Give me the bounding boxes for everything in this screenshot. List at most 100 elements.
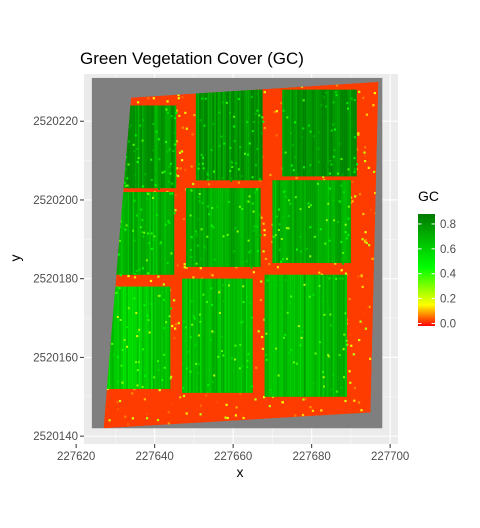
plot-speckle: [119, 319, 122, 321]
field-speckle: [281, 401, 284, 404]
plot-speckle: [210, 287, 213, 290]
plot-speckle: [206, 173, 209, 176]
field-speckle: [133, 276, 137, 279]
field-speckle: [199, 413, 202, 416]
field-speckle: [171, 324, 174, 328]
plot-speckle: [126, 184, 129, 187]
field-speckle: [261, 335, 264, 339]
plot-speckle: [312, 382, 315, 385]
plot-speckle: [340, 201, 343, 204]
plot-speckle: [252, 229, 255, 232]
field-speckle: [361, 285, 364, 288]
field-speckle: [178, 151, 182, 154]
field-speckle: [215, 401, 219, 404]
plot-speckle: [308, 205, 311, 208]
plot-speckle: [142, 348, 144, 351]
field-speckle: [174, 323, 178, 326]
plot-speckle: [252, 210, 255, 213]
plot-2: [195, 89, 263, 181]
field-speckle: [269, 173, 272, 177]
plot-speckle: [292, 355, 295, 358]
field-speckle: [180, 150, 184, 153]
plot-speckle: [157, 360, 159, 363]
field-speckle: [350, 196, 353, 199]
field-speckle: [174, 194, 177, 197]
plot-speckle: [229, 146, 232, 149]
plot-speckle: [238, 367, 241, 370]
plot-speckle: [210, 148, 213, 151]
plot-speckle: [189, 370, 192, 373]
plot-speckle: [167, 180, 170, 183]
plot-speckle: [170, 118, 173, 120]
field-speckle: [372, 104, 375, 107]
field-speckle: [263, 318, 266, 321]
plot-speckle: [159, 242, 162, 245]
plot-speckle: [107, 371, 110, 374]
plot-speckle: [327, 353, 330, 356]
plot-speckle: [153, 376, 156, 379]
plot-speckle: [300, 336, 303, 339]
plot-9: [264, 274, 347, 397]
plot-speckle: [303, 283, 306, 286]
plot-speckle: [221, 177, 224, 179]
plot-speckle: [330, 129, 333, 132]
field-speckle: [157, 275, 160, 278]
plot-speckle: [337, 172, 339, 175]
plot-speckle: [329, 160, 332, 162]
plot-speckle: [278, 208, 280, 211]
field-speckle: [369, 208, 372, 211]
plot-speckle: [335, 277, 338, 280]
plot-speckle: [233, 250, 236, 253]
field-speckle: [146, 417, 149, 420]
plot-speckle: [349, 112, 352, 115]
plot-speckle: [201, 162, 204, 165]
plot-speckle: [289, 132, 292, 135]
plot-speckle: [211, 303, 214, 306]
plot-speckle: [341, 277, 344, 280]
plot-speckle: [116, 316, 119, 318]
plot-speckle: [126, 345, 128, 348]
plot-speckle: [195, 234, 198, 237]
plot-speckle: [345, 339, 348, 342]
plot-speckle: [135, 214, 138, 217]
plot-speckle: [248, 142, 251, 145]
plot-speckle: [288, 351, 291, 354]
field-speckle: [262, 250, 265, 253]
field-speckle: [365, 241, 368, 245]
field-speckle: [355, 148, 358, 151]
field-speckle: [357, 275, 360, 278]
plot-speckle: [137, 340, 140, 342]
plot-speckle: [258, 114, 261, 117]
plot-speckle: [241, 365, 244, 368]
plot-speckle: [197, 167, 200, 170]
field-speckle: [131, 392, 134, 395]
plot-speckle: [241, 320, 244, 323]
plot-speckle: [199, 320, 202, 323]
plot-speckle: [161, 379, 164, 382]
field-speckle: [255, 366, 258, 369]
plot-speckle: [254, 164, 257, 167]
plot-speckle: [182, 387, 185, 390]
plot-speckle: [227, 201, 230, 204]
plot-speckle: [320, 104, 323, 107]
field-speckle: [348, 298, 351, 301]
plot-speckle: [242, 301, 245, 303]
plot-speckle: [117, 380, 119, 383]
field-speckle: [360, 409, 363, 412]
plot-speckle: [329, 187, 332, 190]
field-speckle: [257, 330, 260, 333]
plot-speckle: [204, 247, 207, 250]
legend-colorbar: [418, 214, 435, 326]
plot-speckle: [206, 235, 209, 238]
plot-speckle: [124, 228, 127, 231]
plot-speckle: [170, 115, 173, 118]
plot-speckle: [288, 199, 290, 202]
field-speckle: [302, 398, 305, 401]
field-speckle: [363, 151, 366, 154]
plot-speckle: [295, 248, 298, 251]
plot-speckle: [145, 272, 148, 275]
y-tick-label: 2520180: [33, 274, 78, 286]
plot-speckle: [142, 267, 144, 270]
plot-speckle: [335, 390, 338, 393]
field-speckle: [209, 272, 212, 275]
